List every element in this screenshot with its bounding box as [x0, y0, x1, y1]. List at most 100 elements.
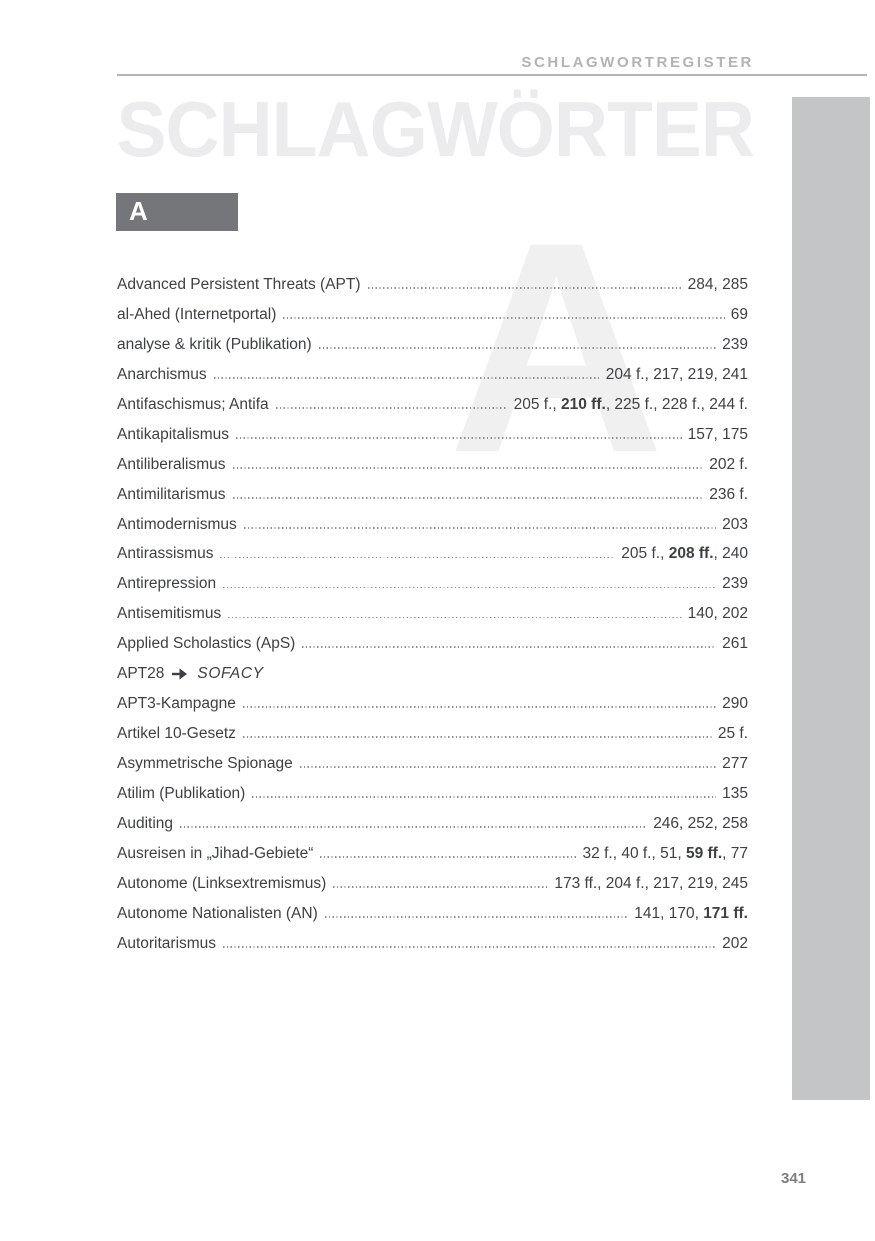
- index-entry: Autonome (Linksextremismus) 173 ff., 204 …: [117, 869, 748, 899]
- section-letter-box: A: [116, 193, 238, 231]
- entry-page-refs: 135: [722, 784, 748, 802]
- entry-page-refs: 261: [722, 635, 748, 653]
- index-entry: Autoritarismus 202: [117, 929, 748, 959]
- dotted-leader: [180, 826, 648, 828]
- dotted-leader: [236, 436, 682, 439]
- page-number: 341: [781, 1170, 807, 1187]
- index-entry: Ausreisen in „Jihad-Gebiete“ 32 f., 40 f.…: [117, 839, 748, 869]
- dotted-leader: [223, 586, 717, 589]
- index-entry: Applied Scholastics (ApS) 261: [117, 629, 748, 659]
- entry-page-refs: 203: [722, 515, 748, 533]
- sidebar-tab: [792, 97, 870, 1100]
- dotted-leader: [243, 526, 717, 529]
- dotted-leader: [228, 616, 682, 619]
- watermark-title: SCHLAGWÖRTER: [116, 85, 755, 173]
- cross-reference-term: SOFACY: [197, 665, 264, 683]
- index-list: Advanced Persistent Threats (APT) 284, 28…: [117, 270, 748, 959]
- dotted-leader: [318, 347, 717, 349]
- entry-page-refs: 239: [722, 575, 748, 593]
- entry-page-refs: 284, 285: [687, 276, 748, 293]
- entry-page-refs: 140, 202: [687, 605, 748, 623]
- dotted-leader: [283, 317, 725, 319]
- dotted-leader: [333, 885, 549, 888]
- running-header: SCHLAGWORTREGISTER: [521, 54, 754, 71]
- dotted-leader: [213, 377, 600, 379]
- dotted-leader: [242, 706, 717, 709]
- entry-page-refs: 25 f.: [717, 725, 748, 743]
- entry-term: Advanced Persistent Threats (APT): [117, 276, 361, 293]
- entry-term: Atilim (Publikation): [117, 784, 246, 802]
- index-entry: al-Ahed (Internetportal) 69: [117, 300, 748, 330]
- index-entry: Autonome Nationalisten (AN) 141, 170, 171…: [117, 899, 748, 929]
- entry-term: Autonome Nationalisten (AN): [117, 904, 318, 922]
- entry-term: Antimilitarismus: [117, 485, 226, 503]
- entry-page-refs: 157, 175: [687, 425, 748, 443]
- dotted-leader: [299, 766, 717, 768]
- index-entry: Antifaschismus; Antifa 205 f., 210 ff., 2…: [117, 390, 748, 420]
- watermark-letter: A: [448, 179, 665, 515]
- index-entry: Advanced Persistent Threats (APT) 284, 28…: [117, 270, 748, 300]
- entry-page-refs: 236 f.: [709, 485, 748, 503]
- entry-term: Antirepression: [117, 575, 217, 593]
- entry-term: Anarchismus: [117, 365, 207, 383]
- index-entry: Artikel 10-Gesetz 25 f.: [117, 719, 748, 749]
- entry-term: Autoritarismus: [117, 934, 217, 952]
- index-entry: Antiliberalismus 202 f.: [117, 450, 748, 480]
- index-entry: Antirassismus 205 f., 208 ff., 240: [117, 539, 748, 569]
- entry-term: Antimodernismus: [117, 515, 237, 533]
- index-entry: Atilim (Publikation) 135: [117, 779, 748, 809]
- dotted-leader: [242, 736, 712, 739]
- entry-page-refs: 239: [722, 335, 748, 353]
- entry-term: APT3-Kampagne: [117, 695, 236, 713]
- entry-page-refs: 205 f., 210 ff., 225 f., 228 f., 244 f.: [513, 395, 748, 413]
- dotted-leader: [223, 945, 717, 948]
- entry-page-refs: 290: [722, 695, 748, 713]
- dotted-leader: [367, 287, 682, 289]
- entry-page-refs: 69: [730, 305, 748, 323]
- entry-page-refs: 141, 170, 171 ff.: [634, 904, 748, 922]
- dotted-leader: [324, 915, 629, 918]
- entry-term: Ausreisen in „Jihad-Gebiete“: [117, 844, 314, 862]
- dotted-leader: [252, 796, 717, 798]
- entry-term: Antisemitismus: [117, 605, 222, 623]
- entry-page-refs: 202: [722, 934, 748, 952]
- header-divider: [117, 74, 867, 76]
- entry-page-refs: 246, 252, 258: [653, 814, 748, 832]
- index-entry: APT3-Kampagne 290: [117, 689, 748, 719]
- index-entry: Antikapitalismus 157, 175: [117, 420, 748, 450]
- entry-page-refs: 204 f., 217, 219, 241: [605, 365, 748, 383]
- entry-page-refs: 202 f.: [709, 455, 748, 473]
- arrow-right-icon: [172, 668, 188, 680]
- dotted-leader: [232, 466, 704, 469]
- entry-term: Auditing: [117, 814, 174, 832]
- index-entry: Anarchismus 204 f., 217, 219, 241: [117, 360, 748, 390]
- dotted-leader: [320, 856, 577, 858]
- entry-page-refs: 32 f., 40 f., 51, 59 ff., 77: [582, 844, 748, 862]
- entry-term: Antifaschismus; Antifa: [117, 395, 269, 413]
- dotted-leader: [232, 496, 704, 499]
- dotted-leader: [220, 556, 616, 559]
- entry-term: Antikapitalismus: [117, 425, 229, 443]
- section-letter-label: A: [129, 196, 148, 226]
- entry-term: Antirassismus: [117, 545, 214, 563]
- entry-term: Applied Scholastics (ApS): [117, 635, 296, 653]
- entry-term: Artikel 10-Gesetz: [117, 725, 236, 743]
- index-entry: analyse & kritik (Publikation) 239: [117, 330, 748, 360]
- dotted-leader: [302, 646, 717, 649]
- index-entry: Auditing 246, 252, 258: [117, 809, 748, 839]
- entry-page-refs: 205 f., 208 ff., 240: [621, 545, 748, 563]
- index-entry: Antimilitarismus 236 f.: [117, 480, 748, 510]
- entry-term: Asymmetrische Spionage: [117, 755, 293, 772]
- dotted-leader: [275, 406, 508, 409]
- entry-term: al-Ahed (Internetportal): [117, 305, 277, 323]
- index-entry: Antirepression 239: [117, 569, 748, 599]
- index-entry: APT28 SOFACY: [117, 659, 748, 689]
- entry-term: Antiliberalismus: [117, 455, 226, 473]
- index-entry: Antimodernismus 203: [117, 510, 748, 540]
- entry-term: analyse & kritik (Publikation): [117, 335, 312, 353]
- entry-page-refs: 173 ff., 204 f., 217, 219, 245: [554, 874, 748, 892]
- entry-page-refs: 277: [722, 755, 748, 772]
- entry-term: APT28: [117, 665, 165, 683]
- entry-term: Autonome (Linksextremismus): [117, 874, 327, 892]
